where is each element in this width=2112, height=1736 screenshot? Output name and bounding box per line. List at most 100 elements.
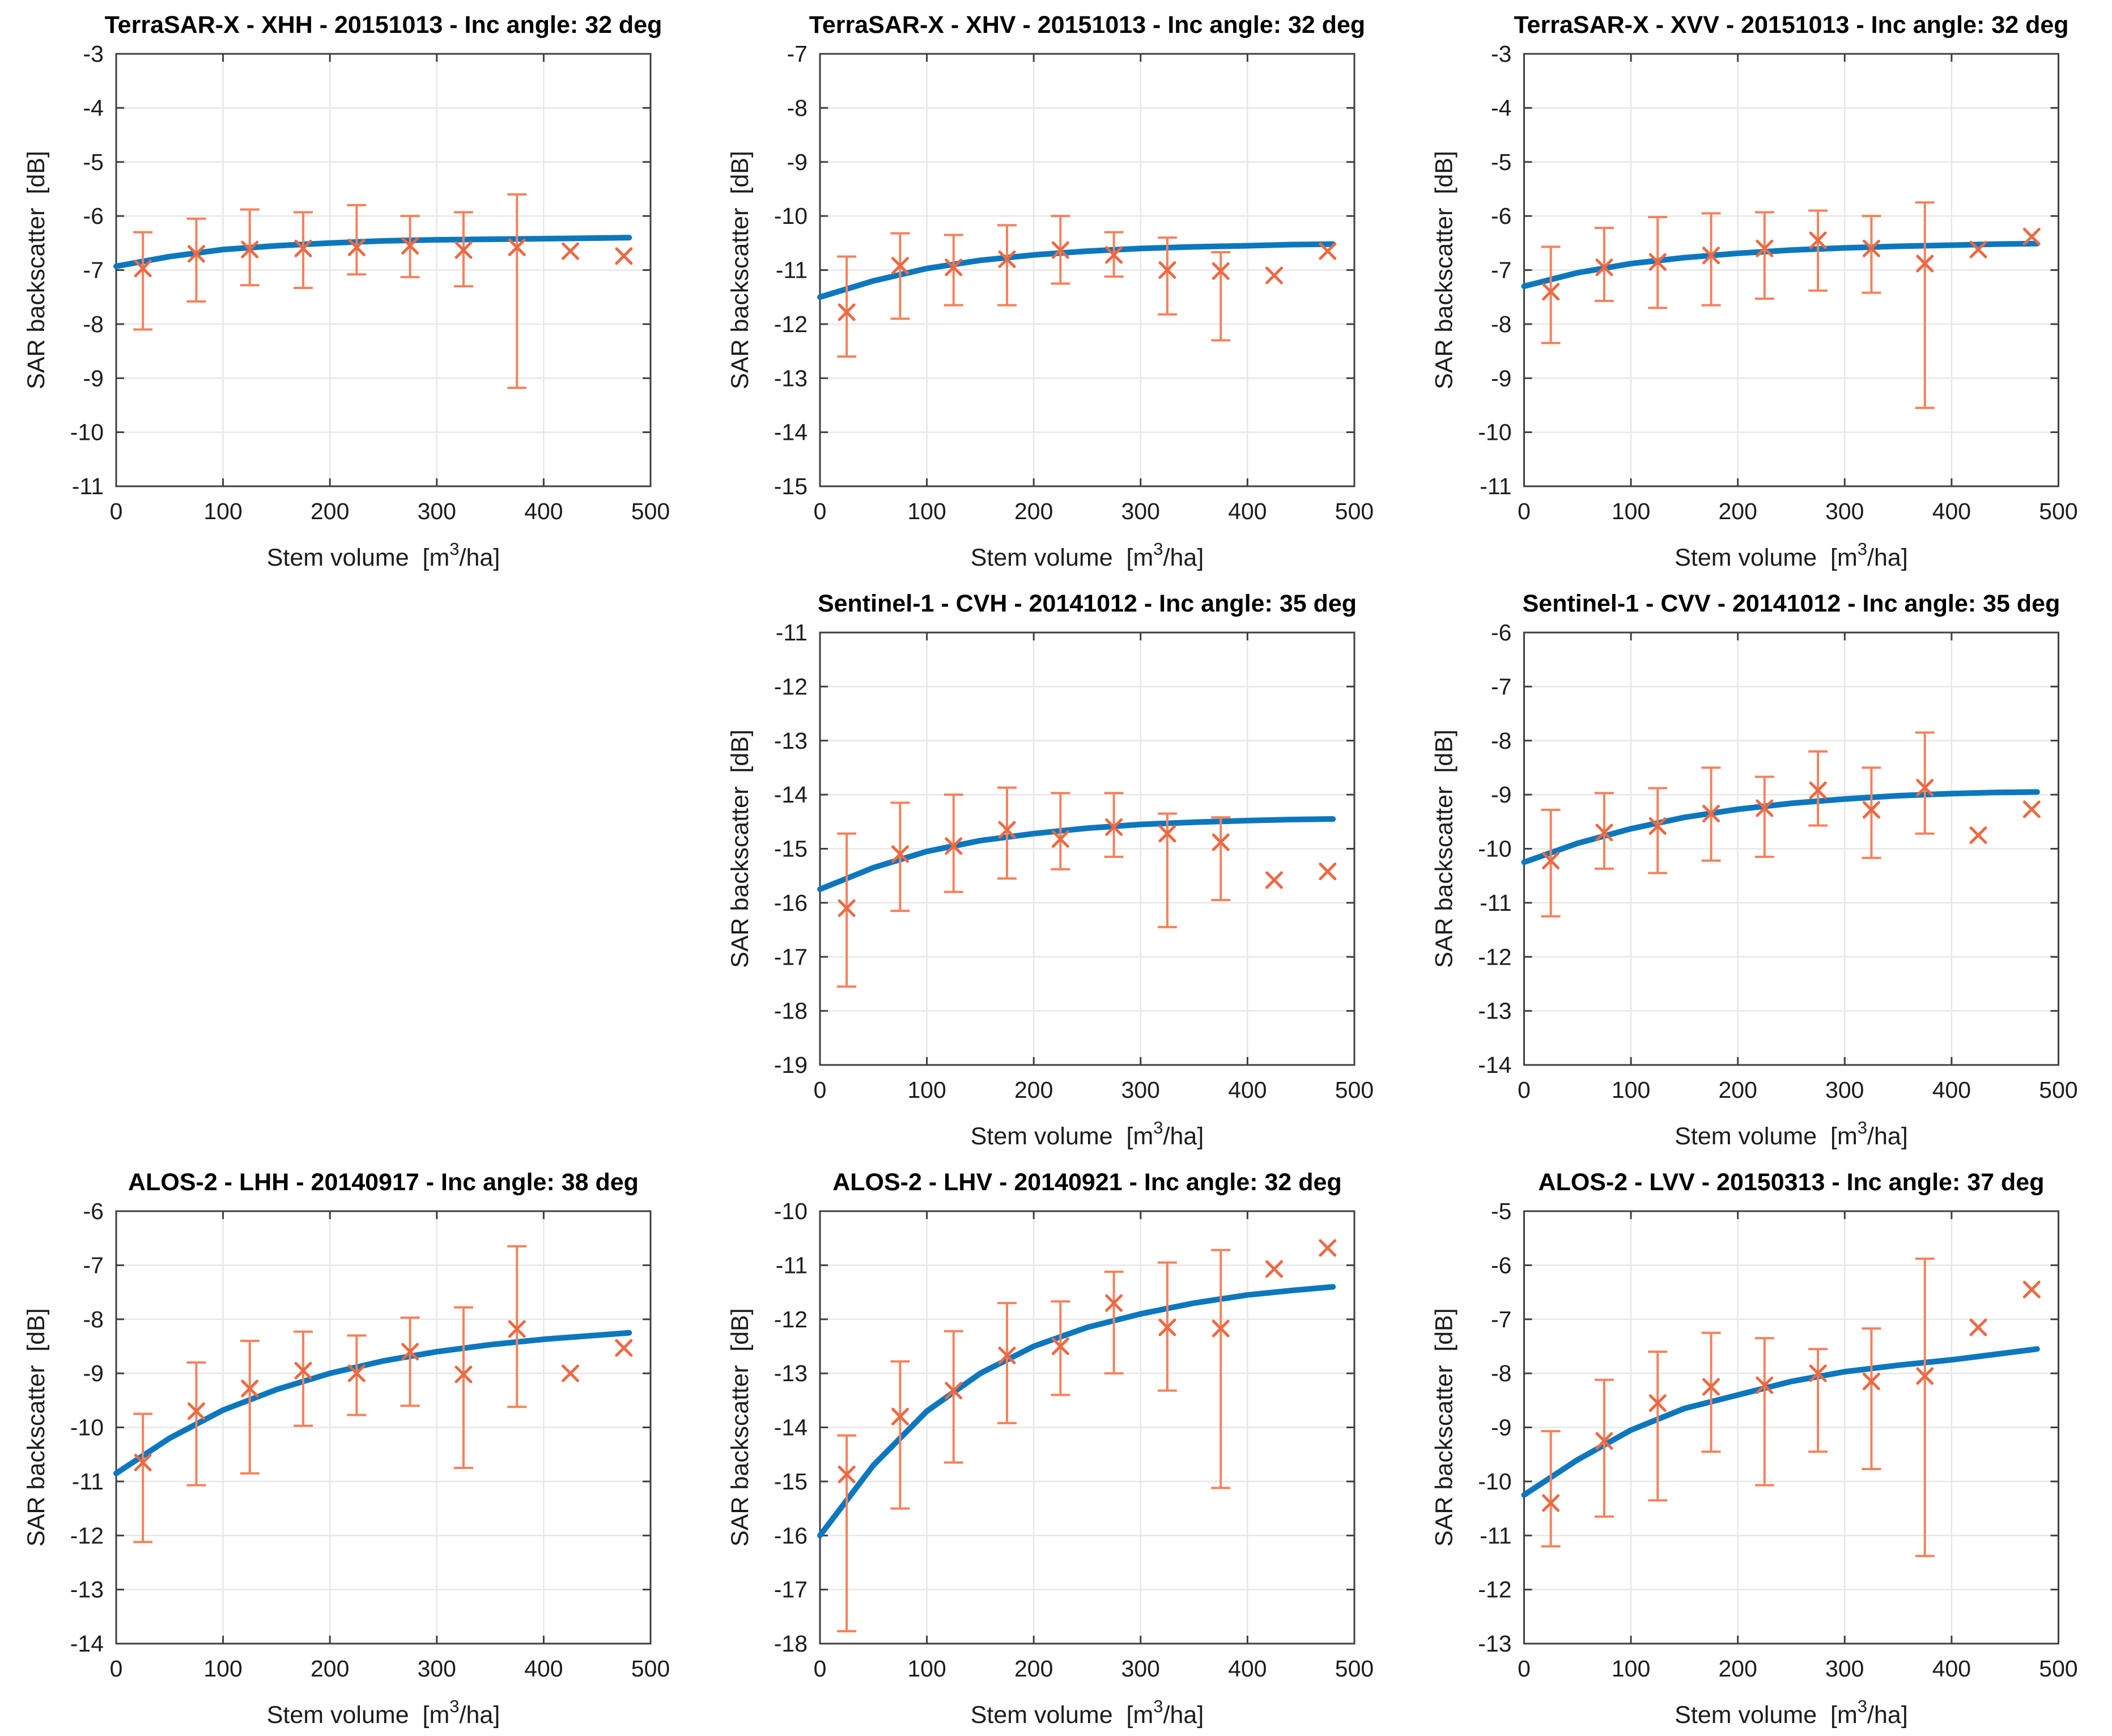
error-bar [1594, 1378, 1614, 1518]
fit-curve [817, 241, 1336, 300]
data-point-marker [1158, 1318, 1176, 1336]
data-point-marker [615, 247, 633, 265]
data-point-marker [1648, 253, 1667, 271]
chart-canvas: ALOS-2 - LVV - 20150313 - Inc angle: 37 … [1431, 1169, 2078, 1729]
y-axis-label: SAR backscatter [dB] [726, 151, 754, 389]
y-tick-label: -16 [774, 1522, 808, 1548]
y-tick-label: -6 [1491, 203, 1511, 229]
chart-cell-terrasarx-xhh: TerraSAR-X - XHH - 20151013 - Inc angle:… [0, 0, 704, 579]
x-tick-label: 500 [2039, 498, 2077, 524]
error-bar [1157, 236, 1177, 316]
x-tick-label: 100 [203, 1656, 242, 1682]
x-tick-label: 500 [631, 1656, 670, 1682]
error-bar [890, 801, 910, 912]
error-bar [944, 793, 963, 893]
data-point-marker [1319, 1239, 1337, 1257]
error-bar [944, 234, 963, 307]
x-tick-label: 100 [1612, 498, 1650, 524]
chart-title: Sentinel-1 - CVH - 20141012 - Inc angle:… [818, 590, 1357, 617]
data-point-marker [1595, 824, 1613, 842]
error-bar [294, 1330, 313, 1427]
x-tick-label: 400 [1228, 498, 1267, 524]
x-tick-label: 500 [1335, 1077, 1374, 1103]
data-point-marker [1809, 1364, 1827, 1382]
data-point-marker [294, 1361, 312, 1380]
x-tick-label: 400 [524, 498, 563, 524]
data-point-marker [1702, 1378, 1720, 1396]
data-point-marker [1862, 239, 1880, 257]
error-bar [1862, 766, 1881, 859]
error-bar [400, 1316, 420, 1407]
y-tick-label: -12 [774, 311, 808, 337]
error-bar [1754, 1337, 1774, 1487]
x-tick-label: 100 [1612, 1077, 1650, 1103]
data-point-marker [347, 238, 366, 256]
y-tick-label: -10 [70, 419, 104, 445]
data-point-marker [1319, 242, 1337, 260]
error-bar [186, 217, 206, 303]
x-tick-label: 100 [907, 1656, 946, 1682]
data-point-marker [508, 238, 526, 256]
fit-curve [1521, 240, 2040, 290]
data-point-marker [1212, 262, 1230, 280]
chart-cell-terrasarx-xhv: TerraSAR-X - XHV - 20151013 - Inc angle:… [704, 0, 1408, 579]
y-tick-label: -8 [1491, 1360, 1511, 1386]
y-tick-label: -12 [774, 673, 808, 699]
data-point-marker [838, 303, 856, 321]
data-point-marker [1702, 247, 1720, 265]
error-bar [1211, 251, 1231, 342]
data-point-marker [1051, 830, 1069, 848]
y-tick-label: -8 [1491, 311, 1511, 337]
y-tick-label: -9 [1491, 1415, 1511, 1441]
chart-cell-alos2-lhv: ALOS-2 - LHV - 20140921 - Inc angle: 32 … [704, 1157, 1408, 1736]
y-tick-label: -11 [1480, 890, 1511, 916]
data-point-marker [1158, 261, 1176, 279]
data-point-marker [998, 1347, 1016, 1365]
y-tick-label: -13 [774, 728, 808, 754]
x-tick-label: 500 [631, 498, 670, 524]
y-tick-label: -17 [774, 1577, 808, 1603]
data-point-marker [508, 1320, 526, 1338]
data-point-marker [1542, 851, 1560, 869]
x-tick-label: 200 [1718, 1656, 1757, 1682]
y-tick-label: -9 [83, 365, 104, 391]
x-tick-label: 400 [1228, 1077, 1267, 1103]
data-point-marker [241, 240, 259, 258]
x-tick-label: 100 [907, 498, 946, 524]
error-bar [997, 1302, 1017, 1424]
error-bar [1808, 209, 1828, 292]
error-bar [1104, 1270, 1124, 1375]
chart-canvas: TerraSAR-X - XVV - 20151013 - Inc angle:… [1431, 11, 2078, 571]
data-point-marker [1756, 1376, 1774, 1394]
y-tick-label: -15 [774, 473, 808, 499]
data-point-marker [1105, 1294, 1123, 1312]
x-axis-label: Stem volume [m3/ha] [971, 539, 1204, 571]
chart-canvas: Sentinel-1 - CVV - 20141012 - Inc angle:… [1431, 590, 2078, 1150]
error-bar [1211, 816, 1231, 902]
y-tick-label: -5 [1491, 1198, 1511, 1224]
chart-canvas: TerraSAR-X - XHH - 20151013 - Inc angle:… [23, 11, 670, 571]
y-tick-label: -14 [774, 1415, 808, 1441]
y-tick-label: -8 [787, 95, 808, 121]
data-point-marker [1265, 266, 1284, 285]
x-axis-label: Stem volume [m3/ha] [267, 1696, 500, 1729]
x-tick-label: 200 [1014, 498, 1053, 524]
y-axis-label: SAR backscatter [dB] [1431, 1308, 1458, 1547]
data-point-marker [945, 1382, 963, 1400]
y-tick-label: -18 [774, 1631, 808, 1657]
error-bar [997, 786, 1017, 880]
error-bar [240, 208, 260, 287]
y-tick-label: -11 [1480, 1522, 1511, 1548]
chart-cell-alos2-lhh: ALOS-2 - LHH - 20140917 - Inc angle: 38 … [0, 1157, 704, 1736]
error-bar [1541, 245, 1561, 345]
x-tick-label: 0 [110, 498, 123, 524]
x-tick-label: 200 [311, 1656, 349, 1682]
x-tick-label: 300 [418, 498, 456, 524]
x-tick-label: 200 [1718, 1077, 1757, 1103]
error-bar [1648, 1350, 1668, 1502]
fit-curve [113, 1330, 632, 1476]
error-bar [186, 1361, 206, 1487]
data-point-marker [562, 1364, 580, 1382]
data-point-marker [1265, 1260, 1284, 1278]
